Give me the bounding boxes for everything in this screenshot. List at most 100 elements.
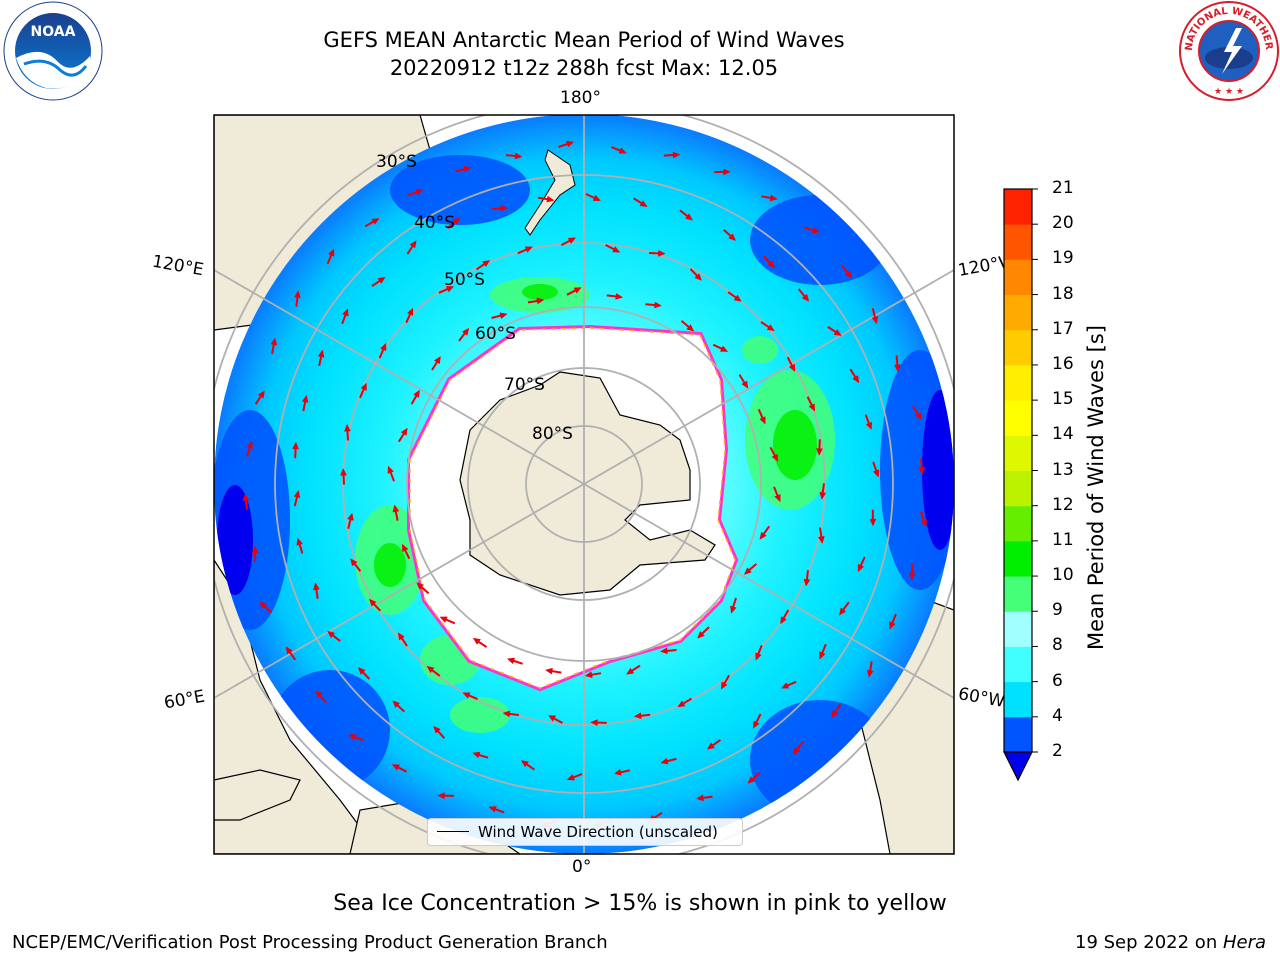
nws-logo-icon: NATIONAL WEATHER SERVICE ★ ★ ★ [1178, 0, 1279, 101]
noaa-logo-icon: NOAA [3, 1, 103, 101]
wind-wave-arrow-head [759, 416, 766, 425]
wind-wave-arrow-head [360, 382, 367, 391]
wind-wave-arrow-head [741, 380, 749, 389]
wind-wave-arrow-head [342, 308, 349, 317]
wind-wave-arrow-head [462, 692, 471, 699]
wind-wave-arrow-head [780, 616, 787, 625]
wind-wave-arrow-head [313, 582, 320, 591]
wind-wave-arrow-head [387, 465, 394, 474]
wind-wave-arrow-head [660, 757, 669, 765]
wind-wave-arrow-head [544, 667, 553, 675]
wind-wave-arrow-head [347, 512, 354, 521]
wind-wave-arrow-head [433, 725, 441, 734]
legend-label: Wind Wave Direction (unscaled) [478, 823, 718, 841]
colorbar-tick-label: 18 [1052, 283, 1074, 304]
wind-wave-arrow-head [889, 621, 896, 630]
wind-wave-arrow-head [292, 441, 299, 450]
wind-wave-arrow-head [626, 667, 635, 675]
colorbar-tick-label: 15 [1052, 389, 1074, 410]
new-zealand-land [524, 149, 576, 236]
colorbar [1003, 188, 1038, 782]
wind-wave-arrow-head [463, 165, 472, 173]
wind-wave-arrow-head [437, 792, 445, 800]
wind-wave-arrow-head [315, 690, 323, 699]
wind-wave-arrow-head [368, 598, 377, 607]
wind-wave-arrow-head [439, 616, 448, 623]
wind-wave-arrow-head [584, 671, 593, 679]
wind-wave-arrow-head [865, 421, 872, 431]
colorbar-tick-label: 11 [1052, 529, 1074, 550]
colorbar-tick-label: 17 [1052, 318, 1074, 339]
wind-wave-arrow-head [567, 237, 577, 244]
wind-wave-arrow-head [767, 260, 776, 269]
wind-wave-arrow-head [908, 572, 916, 581]
wind-wave-arrow-head [812, 226, 821, 234]
wind-wave-arrow-head [633, 712, 642, 720]
wind-wave-arrow-head [686, 324, 695, 332]
wind-wave-arrow-head [506, 657, 516, 665]
wind-wave-arrows [242, 140, 927, 828]
wind-wave-arrow-head [400, 427, 408, 436]
wind-wave-arrow-head [613, 768, 622, 776]
footer-date-text: 19 Sep 2022 on [1075, 932, 1223, 953]
map-frame [213, 114, 955, 855]
colorbar-tick-label: 10 [1052, 565, 1074, 586]
map-area [214, 115, 954, 854]
wind-wave-arrow-head [618, 147, 627, 154]
noaa-logo-text: NOAA [31, 24, 76, 40]
colorbar-bin [1004, 224, 1032, 260]
wind-wave-arrow-head [317, 349, 325, 358]
wind-wave-arrow-head [294, 290, 301, 298]
wind-wave-arrow-head [753, 720, 760, 729]
wind-wave-arrow-head [685, 213, 693, 221]
wind-wave-arrow-head [771, 453, 779, 462]
wind-wave-arrow-head [659, 647, 668, 655]
colorbar-bin [1004, 294, 1032, 331]
colorbar-tick-label: 14 [1052, 424, 1074, 445]
lat-label-40s: 40°S [414, 213, 455, 233]
wind-wave-arrow-head [817, 535, 825, 545]
wind-wave-arrow-head [766, 324, 775, 332]
chart-subtitle: 20220912 t12z 288h fcst Max: 12.05 [389, 56, 779, 80]
wind-wave-arrow-head [371, 218, 380, 225]
wind-wave-arrow-head [743, 567, 752, 575]
colorbar-tick-label: 4 [1052, 705, 1063, 726]
wind-wave-arrow-head [720, 345, 729, 352]
wind-wave-arrow-head [488, 806, 497, 813]
wind-wave-arrow-head [733, 294, 742, 302]
wind-wave-arrow-head [357, 667, 366, 675]
colorbar-tick-label: 20 [1052, 213, 1074, 234]
higher-period-zones [374, 284, 817, 587]
colorbar-bin [1004, 646, 1032, 683]
wind-wave-arrow-head [866, 669, 874, 678]
wind-wave-arrow-head [808, 403, 815, 412]
wind-wave-arrow-head [801, 293, 810, 302]
colorbar-tick-label: 2 [1052, 741, 1063, 761]
lat-label-70s: 70°S [504, 375, 545, 395]
footer-host: Hera [1222, 932, 1266, 953]
wind-wave-arrow-head [918, 467, 926, 476]
lat-label-60s: 60°S [475, 324, 516, 344]
wind-wave-arrow-head [293, 489, 301, 499]
wind-wave-arrow-head [857, 563, 865, 573]
wind-wave-arrow-head [793, 747, 801, 756]
wind-wave-arrow-head [728, 233, 737, 241]
wind-wave-arrow-head [270, 337, 278, 346]
wind-wave-arrow-head [833, 329, 842, 336]
wind-wave-arrow-head [514, 152, 523, 160]
map-legend: Wind Wave Direction (unscaled) [427, 818, 743, 846]
wind-wave-arrow-head [415, 188, 424, 196]
wind-wave-arrow-head [296, 537, 303, 546]
wind-wave-arrow-head [520, 760, 529, 768]
colorbar-tick-label: 8 [1052, 635, 1063, 656]
wind-wave-arrow-head [839, 607, 847, 616]
colorbar-tick-label: 21 [1052, 178, 1074, 198]
wind-wave-arrow-head [566, 774, 575, 781]
wind-wave-arrow-head [720, 681, 728, 690]
colorbar-bin [1004, 576, 1032, 612]
wind-wave-arrow-head [565, 140, 575, 148]
wind-wave-arrow-head [590, 719, 598, 726]
wind-wave-arrow-head [246, 440, 253, 449]
lon-label-0: 0° [572, 857, 592, 877]
